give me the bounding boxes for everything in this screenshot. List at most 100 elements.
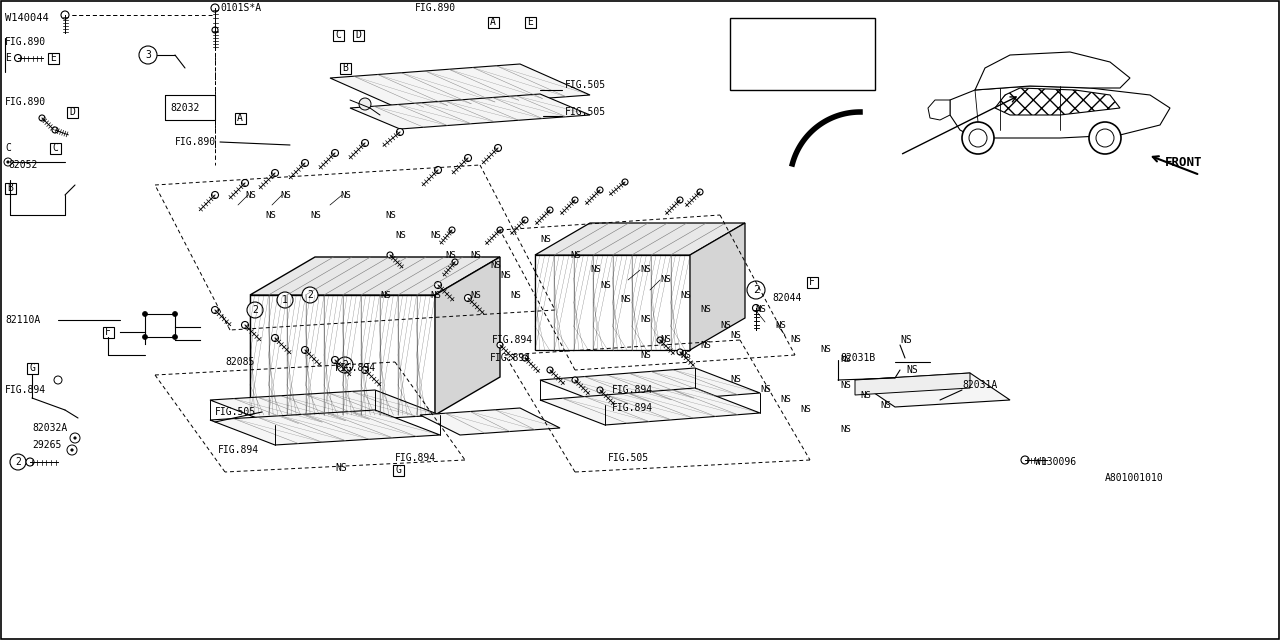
- Circle shape: [52, 127, 58, 133]
- Circle shape: [26, 458, 35, 466]
- Text: NS: NS: [396, 230, 406, 239]
- Text: B: B: [8, 183, 13, 193]
- Text: NS: NS: [640, 351, 650, 360]
- Circle shape: [434, 166, 442, 173]
- Text: E: E: [527, 17, 532, 27]
- Bar: [339, 63, 351, 74]
- Circle shape: [38, 115, 45, 121]
- Circle shape: [67, 445, 77, 455]
- Circle shape: [6, 161, 9, 163]
- Text: D: D: [355, 30, 361, 40]
- Circle shape: [497, 227, 503, 233]
- Text: C: C: [335, 30, 340, 40]
- Polygon shape: [928, 100, 950, 120]
- Text: A: A: [490, 17, 495, 27]
- Text: NS: NS: [680, 291, 691, 300]
- Polygon shape: [540, 368, 760, 405]
- Text: NS: NS: [640, 266, 650, 275]
- Text: FIG.894: FIG.894: [218, 445, 259, 455]
- Circle shape: [332, 150, 338, 157]
- Circle shape: [596, 187, 603, 193]
- Circle shape: [596, 387, 603, 393]
- Circle shape: [677, 197, 684, 203]
- Text: NS: NS: [509, 291, 521, 300]
- Text: FIG.894: FIG.894: [612, 403, 653, 413]
- Text: NS: NS: [780, 396, 791, 404]
- Circle shape: [969, 129, 987, 147]
- Text: 82031A: 82031A: [963, 380, 997, 390]
- Text: NS: NS: [660, 335, 671, 344]
- Text: NS: NS: [840, 355, 851, 365]
- Polygon shape: [210, 390, 440, 425]
- Polygon shape: [540, 388, 760, 425]
- Circle shape: [211, 191, 219, 198]
- Text: NS: NS: [680, 351, 691, 360]
- Bar: [67, 106, 78, 118]
- Text: FIG.894: FIG.894: [492, 335, 534, 345]
- Text: W140061: W140061: [776, 72, 828, 84]
- Circle shape: [140, 46, 157, 64]
- Circle shape: [497, 342, 503, 348]
- Text: NS: NS: [774, 321, 786, 330]
- Text: D: D: [69, 107, 76, 117]
- Circle shape: [302, 287, 317, 303]
- Circle shape: [276, 292, 293, 308]
- Text: NS: NS: [340, 191, 351, 200]
- Text: NS: NS: [840, 426, 851, 435]
- Text: FRONT: FRONT: [1165, 157, 1202, 170]
- Circle shape: [963, 122, 995, 154]
- Text: NS: NS: [906, 365, 918, 375]
- Circle shape: [337, 357, 353, 373]
- Text: FIG.894: FIG.894: [612, 385, 653, 395]
- Text: 2: 2: [252, 305, 259, 315]
- Bar: [488, 17, 498, 28]
- Circle shape: [522, 217, 529, 223]
- Text: NS: NS: [860, 390, 870, 399]
- Text: W130096: W130096: [1036, 457, 1076, 467]
- Bar: [27, 362, 37, 374]
- Text: A801001010: A801001010: [1105, 473, 1164, 483]
- Circle shape: [657, 337, 663, 343]
- Text: NS: NS: [430, 230, 440, 239]
- Bar: [352, 29, 364, 40]
- Text: NS: NS: [430, 291, 440, 300]
- Text: 29265: 29265: [32, 440, 61, 450]
- Circle shape: [271, 335, 279, 342]
- Circle shape: [434, 282, 442, 289]
- Text: NS: NS: [280, 191, 291, 200]
- Text: 2: 2: [307, 290, 312, 300]
- Bar: [525, 17, 535, 28]
- Text: NS: NS: [800, 406, 810, 415]
- Polygon shape: [250, 257, 500, 295]
- Text: FIG.894: FIG.894: [5, 385, 46, 395]
- Circle shape: [465, 154, 471, 161]
- Text: NS: NS: [620, 296, 631, 305]
- Text: E: E: [50, 53, 56, 63]
- Polygon shape: [855, 373, 1010, 407]
- Circle shape: [449, 227, 454, 233]
- Text: 82110A: 82110A: [5, 315, 40, 325]
- Circle shape: [622, 179, 628, 185]
- Text: 82031B: 82031B: [840, 353, 876, 363]
- Text: NS: NS: [755, 305, 765, 314]
- Circle shape: [1021, 456, 1029, 464]
- Circle shape: [332, 356, 338, 364]
- Text: W140044: W140044: [5, 13, 49, 23]
- Text: NS: NS: [719, 321, 731, 330]
- Text: FIG.505: FIG.505: [215, 407, 256, 417]
- Polygon shape: [349, 94, 590, 129]
- Text: NS: NS: [470, 291, 481, 300]
- Text: FIG.890: FIG.890: [5, 37, 46, 47]
- Circle shape: [173, 312, 178, 317]
- Text: G: G: [396, 465, 401, 475]
- Text: NS: NS: [265, 211, 275, 220]
- Circle shape: [271, 170, 279, 177]
- Text: FIG.890: FIG.890: [175, 137, 216, 147]
- Text: NS: NS: [385, 211, 396, 220]
- Text: NS: NS: [790, 335, 801, 344]
- Text: A: A: [237, 113, 243, 123]
- Circle shape: [387, 252, 393, 258]
- Text: 2: 2: [746, 49, 753, 59]
- Text: 0101S*B: 0101S*B: [776, 47, 828, 61]
- Circle shape: [572, 197, 579, 203]
